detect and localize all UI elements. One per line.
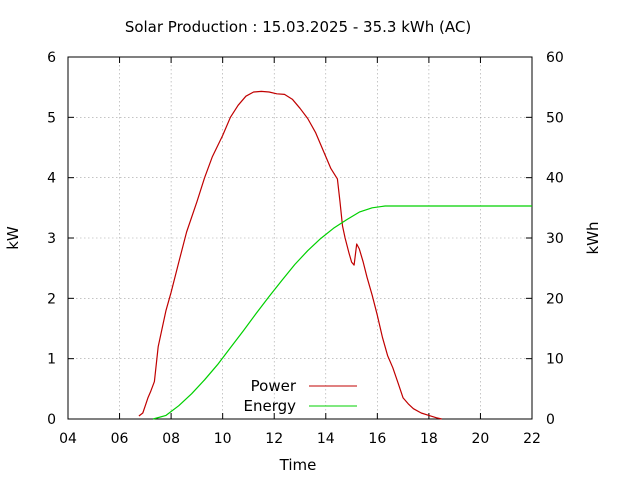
y-right-tick-label: 30: [546, 231, 564, 247]
series-line-power: [138, 90, 442, 420]
x-axis-label: Time: [279, 456, 317, 474]
y-left-tick-label: 1: [47, 352, 56, 368]
y-left-tick-label: 0: [47, 412, 56, 428]
y-right-tick-label: 60: [546, 50, 564, 66]
legend-label-power: Power: [251, 377, 297, 395]
y-right-tick-label: 10: [546, 352, 564, 368]
x-tick-label: 14: [317, 431, 335, 447]
x-tick-label: 18: [420, 431, 438, 447]
y-left-tick-label: 3: [47, 231, 56, 247]
x-tick-label: 10: [214, 431, 232, 447]
y-left-tick-label: 5: [47, 110, 56, 126]
y-left-tick-label: 4: [47, 171, 56, 187]
x-tick-label: 08: [162, 431, 180, 447]
y-left-tick-label: 2: [47, 291, 56, 307]
y-right-tick-label: 50: [546, 110, 564, 126]
y-right-tick-label: 0: [546, 412, 555, 428]
y-right-tick-label: 40: [546, 171, 564, 187]
series-line-energy: [152, 205, 532, 420]
x-tick-label: 20: [472, 431, 490, 447]
y-axis-label-right: kWh: [584, 221, 602, 254]
gridlines: [68, 57, 532, 419]
legend-label-energy: Energy: [243, 397, 296, 415]
chart-title: Solar Production : 15.03.2025 - 35.3 kWh…: [125, 18, 471, 36]
y-axis-label-left: kW: [4, 226, 22, 250]
x-tick-label: 12: [265, 431, 283, 447]
x-tick-label: 04: [59, 431, 77, 447]
y-left-tick-label: 6: [47, 50, 56, 66]
x-tick-label: 06: [111, 431, 129, 447]
legend: Power Energy: [243, 377, 357, 415]
x-tick-label: 22: [523, 431, 541, 447]
series-lines: [138, 90, 532, 420]
y-right-tick-label: 20: [546, 291, 564, 307]
x-tick-label: 16: [368, 431, 386, 447]
